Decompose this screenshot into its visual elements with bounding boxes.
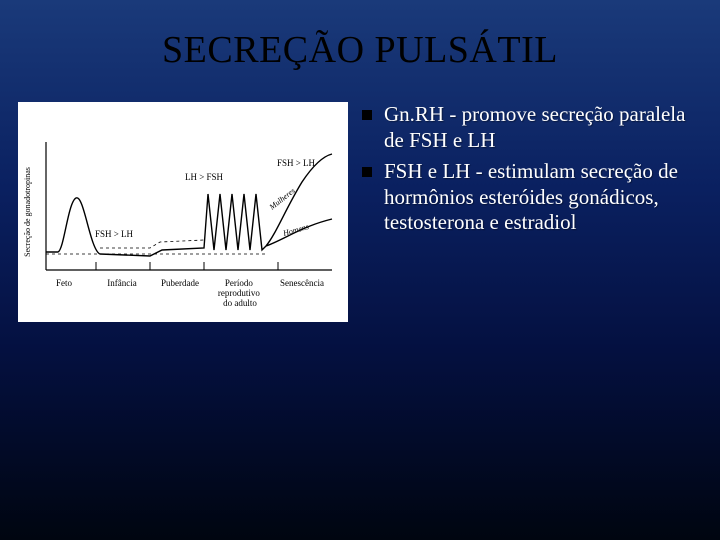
bullet-text: Gn.RH - promove secreção paralela de FSH… [384,102,702,153]
annot-fsh-lh-2: FSH > LH [277,158,316,168]
gonadotropin-chart: Secreção de gonadotropinas FSH > LH LH >… [18,102,348,322]
bullet-text: FSH e LH - estimulam secreção de hormôni… [384,159,702,236]
annot-homens: Homens [281,222,310,238]
square-bullet-icon [362,167,372,177]
x-cat: Puberdade [161,278,199,288]
annot-fsh-lh-1: FSH > LH [95,229,134,239]
list-item: FSH e LH - estimulam secreção de hormôni… [362,159,702,236]
list-item: Gn.RH - promove secreção paralela de FSH… [362,102,702,153]
chart-svg: Secreção de gonadotropinas FSH > LH LH >… [18,102,348,322]
bullet-list: Gn.RH - promove secreção paralela de FSH… [362,102,702,322]
annot-lh-fsh: LH > FSH [185,172,224,182]
x-cat: Senescência [280,278,324,288]
x-cat-multi: Período reprodutivo do adulto [218,278,262,308]
square-bullet-icon [362,110,372,120]
x-cat: Feto [56,278,73,288]
fsh-lh-dash [100,240,204,248]
main-curve [46,194,266,256]
x-cat: Infância [107,278,136,288]
content-row: Secreção de gonadotropinas FSH > LH LH >… [0,72,720,322]
page-title: SECREÇÃO PULSÁTIL [0,0,720,72]
y-axis-label: Secreção de gonadotropinas [23,167,32,257]
